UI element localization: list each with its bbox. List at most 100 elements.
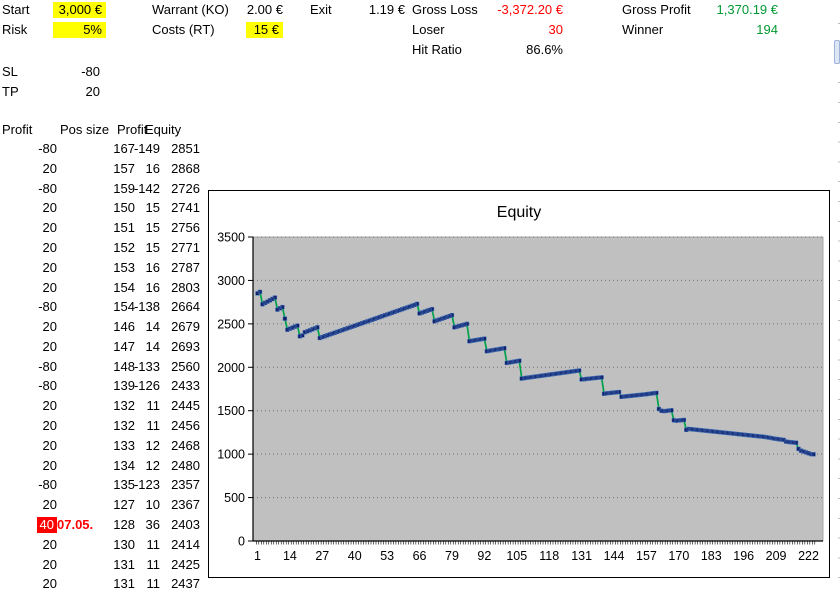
column-header[interactable]: Equity [145,122,182,137]
gross-profit-label-cell[interactable]: Gross Profit [622,2,691,17]
table-cell[interactable]: 154 [113,279,135,295]
table-cell[interactable]: 139 [113,378,135,394]
table-cell[interactable]: 20 [42,319,57,335]
winner-value-cell[interactable]: 194 [756,22,778,37]
table-cell[interactable]: 130 [113,536,135,552]
table-cell[interactable]: 2414 [171,536,200,552]
table-cell[interactable]: 159 [113,180,135,196]
table-cell[interactable]: 131 [113,576,135,592]
table-cell[interactable]: 148 [113,358,135,374]
hit-ratio-label-cell[interactable]: Hit Ratio [412,42,462,57]
exit-value-cell[interactable]: 1.19 € [368,2,405,17]
table-cell[interactable]: 2787 [171,259,200,275]
table-cell[interactable]: 131 [113,556,135,572]
table-cell[interactable]: 20 [42,457,57,473]
warrant-label-cell[interactable]: Warrant (KO) [152,2,229,17]
table-cell[interactable]: 36 [145,517,160,532]
start-label-cell[interactable]: Start [2,2,30,17]
table-cell[interactable]: 10 [145,497,160,513]
risk-value-cell[interactable]: 5% [53,22,106,38]
table-cell[interactable]: -126 [133,378,160,394]
table-cell[interactable]: 20 [42,497,57,513]
table-cell[interactable]: 20 [42,576,57,592]
table-cell[interactable]: 15 [145,239,160,255]
table-cell[interactable]: 12 [145,457,160,473]
table-cell[interactable]: 134 [113,457,135,473]
table-cell[interactable]: 2367 [171,497,200,513]
table-cell[interactable]: 132 [113,398,135,414]
tp-label-cell[interactable]: TP [2,84,19,99]
column-header[interactable]: Profit [117,122,148,137]
table-cell[interactable]: -138 [133,299,160,315]
table-cell[interactable]: 14 [145,319,160,335]
gross-profit-value-cell[interactable]: 1,370.19 € [716,2,778,17]
table-cell[interactable]: 11 [146,418,161,434]
winner-label-cell[interactable]: Winner [622,22,664,37]
table-cell[interactable]: 2726 [171,180,200,196]
table-cell[interactable]: 20 [42,160,57,176]
table-cell[interactable]: 154 [113,299,135,315]
costs-value-cell[interactable]: 15 € [246,22,283,38]
table-cell[interactable]: 11 [146,576,161,592]
scrollbar-thumb[interactable] [834,40,840,64]
table-cell[interactable]: 2445 [171,398,200,414]
table-cell[interactable]: 40 [0,517,57,533]
hit-ratio-value-cell[interactable]: 86.6% [526,42,563,57]
table-cell[interactable]: 14 [145,338,160,354]
table-cell[interactable]: 2851 [171,141,200,156]
table-cell[interactable]: 11 [146,536,161,552]
costs-label-cell[interactable]: Costs (RT) [152,22,215,37]
table-cell[interactable]: 133 [113,437,135,453]
table-cell[interactable]: 128 [113,517,135,532]
table-cell[interactable]: 2868 [171,160,200,176]
table-cell[interactable]: 15 [145,200,160,216]
table-cell[interactable]: 152 [113,239,135,255]
table-cell[interactable]: 2679 [171,319,200,335]
table-cell[interactable]: 20 [42,338,57,354]
table-cell[interactable]: 2693 [171,338,200,354]
equity-chart[interactable]: 0 500 1000 1500 2000 2500 3000 3500 1 14 27 40 53 66 7… [208,190,830,578]
table-cell[interactable]: 2803 [171,279,200,295]
column-header[interactable]: Profit [2,122,33,137]
table-cell[interactable]: 2468 [171,437,200,453]
table-cell[interactable]: -80 [38,141,57,156]
table-cell[interactable]: 20 [42,398,57,414]
table-cell[interactable]: -123 [133,477,160,493]
table-cell[interactable]: 20 [42,220,57,236]
table-cell[interactable]: 151 [113,220,135,236]
table-cell[interactable]: 20 [42,418,57,434]
table-cell[interactable]: 2357 [171,477,200,493]
start-value-cell[interactable]: 3,000 € [53,2,106,18]
table-cell[interactable]: 2664 [171,299,200,315]
table-cell[interactable]: 135 [113,477,135,493]
table-cell[interactable]: 150 [113,200,135,216]
sl-label-cell[interactable]: SL [2,64,18,79]
table-cell[interactable]: 147 [113,338,135,354]
table-cell[interactable]: 2403 [171,517,200,532]
table-cell[interactable]: 153 [113,259,135,275]
table-cell[interactable]: 146 [113,319,135,335]
table-cell[interactable]: 2456 [171,418,200,434]
gross-loss-value-cell[interactable]: -3,372.20 € [497,2,563,17]
table-cell[interactable]: 2437 [171,576,200,592]
risk-label-cell[interactable]: Risk [2,22,28,37]
table-cell[interactable]: 2741 [171,200,200,216]
loser-value-cell[interactable]: 30 [548,22,563,37]
table-cell[interactable]: -149 [133,141,160,156]
table-cell[interactable]: -133 [133,358,160,374]
table-cell[interactable]: 2433 [171,378,200,394]
sl-value-cell[interactable]: -80 [81,64,100,79]
table-cell[interactable]: 20 [42,239,57,255]
gross-loss-label-cell[interactable]: Gross Loss [412,2,478,17]
table-cell[interactable]: -80 [38,477,57,493]
exit-label-cell[interactable]: Exit [310,2,332,17]
table-cell[interactable]: 2480 [171,457,200,473]
flagged-profit-cell[interactable]: 40 [36,517,57,533]
table-cell[interactable]: 16 [145,259,160,275]
table-cell[interactable]: 2771 [171,239,200,255]
table-cell[interactable]: 20 [42,536,57,552]
table-cell[interactable]: 11 [146,398,161,414]
table-cell[interactable]: 20 [42,200,57,216]
table-cell[interactable]: -80 [38,378,57,394]
loser-label-cell[interactable]: Loser [412,22,445,37]
